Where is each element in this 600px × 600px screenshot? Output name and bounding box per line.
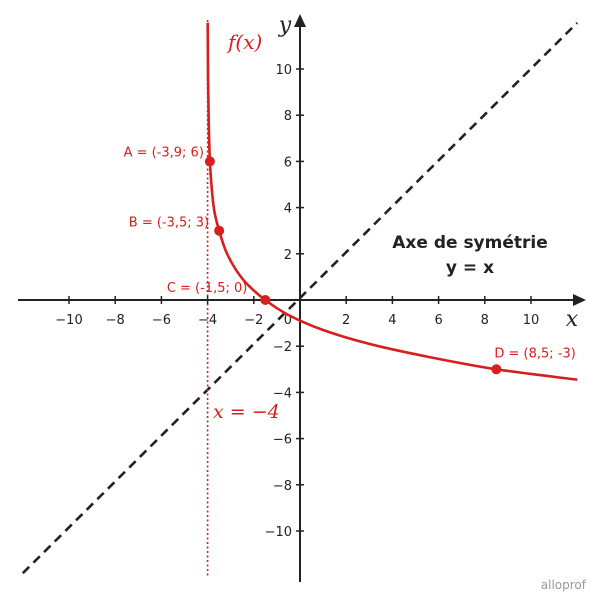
x-axis-label: x xyxy=(566,307,579,332)
x-tick-label: −2 xyxy=(244,313,263,328)
y-tick-label: −10 xyxy=(265,525,292,540)
origin-label: 0 xyxy=(284,313,292,328)
y-tick-label: 4 xyxy=(284,202,292,217)
point-a xyxy=(204,156,215,167)
function-label: f(x) xyxy=(226,30,262,54)
x-tick-label: −4 xyxy=(198,313,217,328)
y-tick-label: 6 xyxy=(284,155,292,170)
alloprof-logo: alloprof xyxy=(540,578,586,592)
x-tick-label: −8 xyxy=(106,313,125,328)
y-tick-label: −8 xyxy=(273,479,292,494)
asymptote-label: x = −4 xyxy=(213,401,280,423)
y-tick-label: −6 xyxy=(273,433,292,448)
y-axis-arrow xyxy=(294,14,306,27)
symmetry-axis-label-line2: y = x xyxy=(446,258,494,278)
y-tick-label: 10 xyxy=(275,63,292,78)
x-tick-label: 6 xyxy=(434,313,442,328)
y-tick-label: −4 xyxy=(273,386,292,401)
symmetry-axis-label-line1: Axe de symétrie xyxy=(392,233,548,253)
x-tick-label: −6 xyxy=(152,313,171,328)
point-label-d: D = (8,5; -3) xyxy=(494,346,575,361)
y-tick-label: −2 xyxy=(273,340,292,355)
x-tick-label: 10 xyxy=(523,313,540,328)
x-tick-label: 4 xyxy=(388,313,396,328)
point-d xyxy=(491,364,502,375)
x-tick-label: 8 xyxy=(481,313,489,328)
point-label-c: C = (-1,5; 0) xyxy=(167,281,248,296)
y-tick-label: 8 xyxy=(284,109,292,124)
x-axis-arrow xyxy=(573,294,586,306)
function-curve xyxy=(206,22,578,381)
point-b xyxy=(214,225,225,236)
y-tick-label: 2 xyxy=(284,248,292,263)
point-label-a: A = (-3,9; 6) xyxy=(124,145,204,160)
point-label-b: B = (-3,5; 3) xyxy=(129,216,209,231)
x-tick-label: −10 xyxy=(55,313,82,328)
x-tick-label: 2 xyxy=(342,313,350,328)
point-c xyxy=(260,295,271,305)
y-axis-label: y xyxy=(278,13,292,38)
